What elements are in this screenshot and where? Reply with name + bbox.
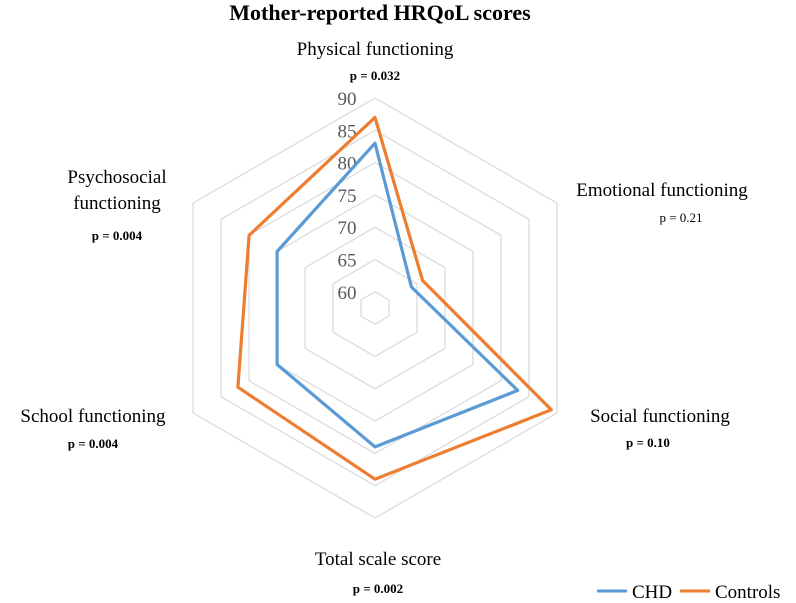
legend: CHD Controls: [597, 582, 780, 603]
axis-label-3: Total scale score: [315, 549, 441, 570]
grid-ring-90: [192, 97, 558, 519]
axis-label-5-line-1: functioning: [73, 193, 161, 214]
axis-label-4: School functioning: [20, 406, 166, 427]
series-group: [236, 115, 553, 481]
p-value-3: p = 0.002: [353, 581, 403, 596]
tick-label-80: 80: [338, 154, 357, 175]
axis-labels: Physical functioning p = 0.032 Emotional f…: [20, 39, 748, 596]
grid-ring-60: [360, 291, 390, 325]
radar-grid: [192, 97, 558, 519]
tick-label-65: 65: [338, 251, 357, 272]
tick-label-60: 60: [338, 283, 357, 304]
legend-label-chd: CHD: [632, 582, 672, 603]
grid-ring-70: [304, 226, 446, 390]
p-value-0: p = 0.032: [350, 68, 400, 83]
axis-label-1: Emotional functioning: [576, 180, 748, 201]
tick-label-70: 70: [338, 218, 357, 239]
series-chd-line: [275, 141, 520, 449]
chart-title: Mother-reported HRQoL scores: [229, 0, 531, 25]
axis-label-5-line-0: Psychosocial: [67, 167, 166, 188]
p-value-4: p = 0.004: [68, 436, 119, 451]
grid-ring-85: [220, 129, 530, 487]
tick-label-75: 75: [338, 186, 357, 207]
grid-ring-65: [332, 258, 418, 358]
axis-label-2: Social functioning: [590, 406, 730, 427]
p-value-1: p = 0.21: [659, 210, 702, 225]
p-value-5: p = 0.004: [92, 228, 143, 243]
legend-label-controls: Controls: [715, 582, 780, 603]
tick-label-90: 90: [338, 89, 357, 110]
p-value-2: p = 0.10: [626, 435, 670, 450]
axis-label-0: Physical functioning: [297, 39, 454, 60]
grid-ring-80: [248, 161, 502, 455]
series-controls-line: [236, 115, 553, 481]
